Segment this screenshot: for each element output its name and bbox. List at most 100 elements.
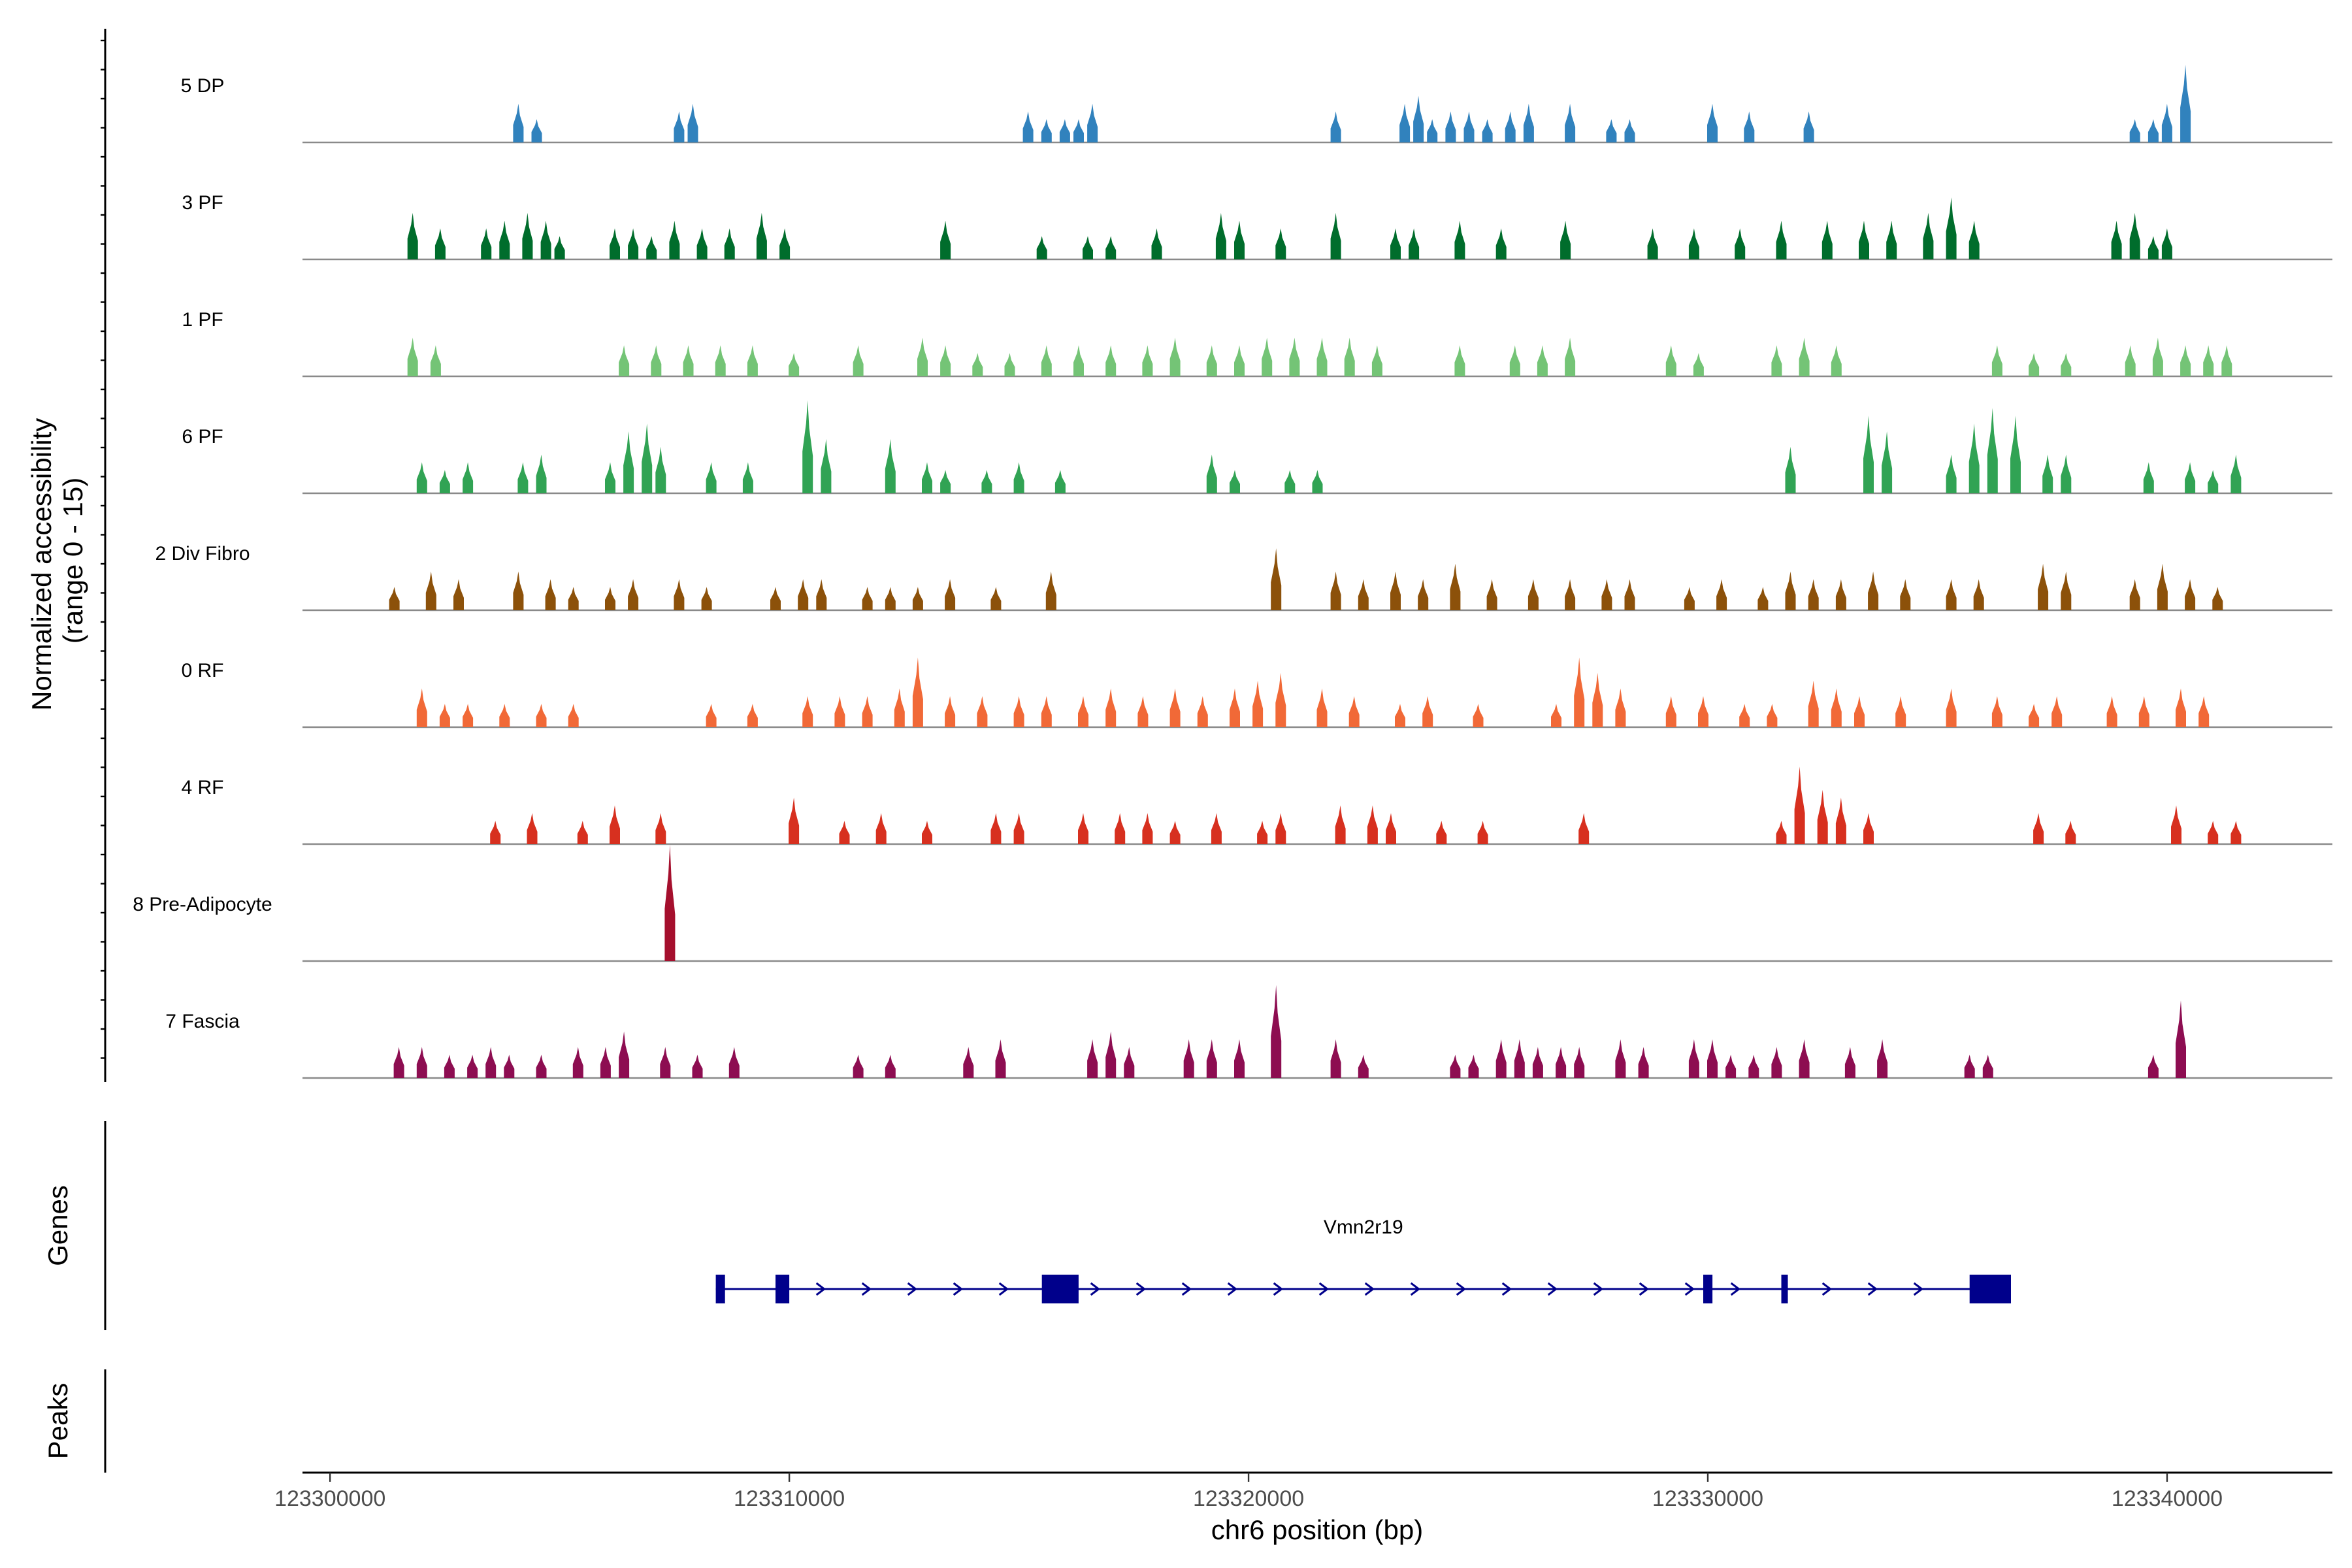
- accessibility-peak: [1087, 103, 1098, 142]
- track-label: 3 PF: [182, 192, 223, 214]
- accessibility-peak: [1808, 579, 1819, 610]
- accessibility-peak: [1868, 571, 1879, 610]
- accessibility-peak: [1895, 696, 1906, 727]
- accessibility-peak: [1808, 680, 1819, 727]
- accessibility-peak: [536, 704, 547, 727]
- accessibility-peak: [1831, 688, 1842, 727]
- accessibility-peak: [1803, 111, 1814, 142]
- accessibility-peak: [995, 1039, 1006, 1078]
- x-tick-label: 123310000: [734, 1486, 845, 1511]
- accessibility-peak: [2111, 220, 2122, 259]
- accessibility-peak: [1551, 704, 1561, 727]
- accessibility-peak: [1615, 1039, 1626, 1078]
- accessibility-peak: [1968, 423, 1980, 493]
- genes-panel-label: Genes: [42, 1185, 73, 1266]
- accessibility-peak: [1445, 111, 1456, 142]
- accessibility-peak: [1234, 1039, 1245, 1078]
- accessibility-peak: [1565, 579, 1576, 610]
- accessibility-peak: [1257, 821, 1268, 844]
- y-axis-title-line1: Normalized accessibility: [26, 418, 57, 711]
- x-axis-ticks: 123300000 123310000 123320000 123330000 1233…: [274, 1473, 2223, 1511]
- accessibility-peak: [789, 797, 800, 844]
- accessibility-peak: [2038, 563, 2049, 610]
- accessibility-peak: [1054, 470, 1066, 493]
- accessibility-peak: [1330, 571, 1341, 610]
- accessibility-peak: [2106, 696, 2117, 727]
- strand-arrow: [1090, 1282, 1101, 1296]
- accessibility-peak: [990, 813, 1002, 844]
- accessibility-peak: [463, 704, 474, 727]
- accessibility-peak: [393, 1047, 404, 1078]
- accessibility-peak: [619, 345, 630, 376]
- accessibility-peak: [2010, 416, 2021, 493]
- accessibility-peak: [554, 236, 565, 259]
- accessibility-peak: [1946, 454, 1957, 493]
- accessibility-peak: [990, 587, 1002, 610]
- accessibility-peak: [701, 587, 712, 610]
- accessibility-peak: [1358, 1054, 1369, 1078]
- accessibility-peak: [692, 1054, 703, 1078]
- accessibility-peak: [600, 1047, 611, 1078]
- accessibility-peak: [389, 587, 400, 610]
- accessibility-peak: [1973, 579, 1984, 610]
- accessibility-peak: [2203, 345, 2214, 376]
- accessibility-peak: [2221, 345, 2232, 376]
- accessibility-peak: [619, 1031, 630, 1078]
- accessibility-peak: [2176, 688, 2186, 727]
- accessibility-peak: [463, 462, 474, 493]
- accessibility-peak: [2185, 579, 2196, 610]
- accessibility-peak: [572, 1047, 583, 1078]
- accessibility-peak: [2208, 821, 2219, 844]
- accessibility-peak: [434, 228, 446, 259]
- accessibility-peak: [1821, 220, 1833, 259]
- accessibility-peak: [1275, 228, 1286, 259]
- accessibility-peak: [1615, 688, 1626, 727]
- accessibility-peak: [1418, 579, 1429, 610]
- accessibility-peak: [1477, 821, 1488, 844]
- accessibility-peak: [1606, 119, 1617, 142]
- accessibility-peak: [977, 696, 988, 727]
- track-label: 5 DP: [181, 75, 225, 97]
- accessibility-peak: [1574, 1047, 1585, 1078]
- accessibility-peak: [1450, 1054, 1461, 1078]
- accessibility-peak: [1330, 111, 1341, 142]
- accessibility-peak: [517, 462, 529, 493]
- accessibility-peak: [1495, 228, 1507, 259]
- accessibility-peak: [1078, 813, 1088, 844]
- accessibility-peak: [416, 1047, 427, 1078]
- accessibility-peak: [1463, 111, 1475, 142]
- accessibility-peak: [1647, 228, 1658, 259]
- accessibility-peak: [1565, 337, 1576, 376]
- accessibility-peak: [1142, 813, 1153, 844]
- accessibility-peak: [715, 345, 726, 376]
- accessibility-peak: [917, 337, 928, 376]
- accessibility-peak: [885, 587, 896, 610]
- accessibility-peak: [1776, 220, 1787, 259]
- accessibility-peak: [706, 704, 717, 727]
- accessibility-peak: [2171, 805, 2181, 844]
- accessibility-peak: [1073, 119, 1084, 142]
- accessibility-peak: [1124, 1047, 1135, 1078]
- accessibility-peak: [1078, 696, 1088, 727]
- accessibility-peak: [728, 1047, 740, 1078]
- accessibility-peak: [425, 571, 436, 610]
- track-8-pre-adipocyte: 8 Pre-Adipocyte: [133, 845, 2332, 962]
- accessibility-peak: [1716, 579, 1727, 610]
- accessibility-peak: [922, 821, 932, 844]
- accessibility-peak: [1436, 821, 1447, 844]
- accessibility-peak: [527, 813, 538, 844]
- accessibility-peak: [1206, 454, 1217, 493]
- accessibility-peak: [1275, 672, 1286, 727]
- accessibility-peak: [1169, 337, 1181, 376]
- accessibility-peak: [1183, 1039, 1194, 1078]
- x-tick-label: 123330000: [1652, 1486, 1763, 1511]
- accessibility-peak: [1234, 220, 1245, 259]
- accessibility-peak: [1537, 345, 1548, 376]
- accessibility-peak: [1688, 228, 1699, 259]
- strand-arrow: [1364, 1282, 1375, 1296]
- accessibility-peak: [2148, 236, 2159, 259]
- accessibility-peak: [1284, 470, 1296, 493]
- accessibility-peak: [1877, 1039, 1888, 1078]
- gene-exon: [776, 1275, 790, 1303]
- accessibility-peak: [798, 579, 809, 610]
